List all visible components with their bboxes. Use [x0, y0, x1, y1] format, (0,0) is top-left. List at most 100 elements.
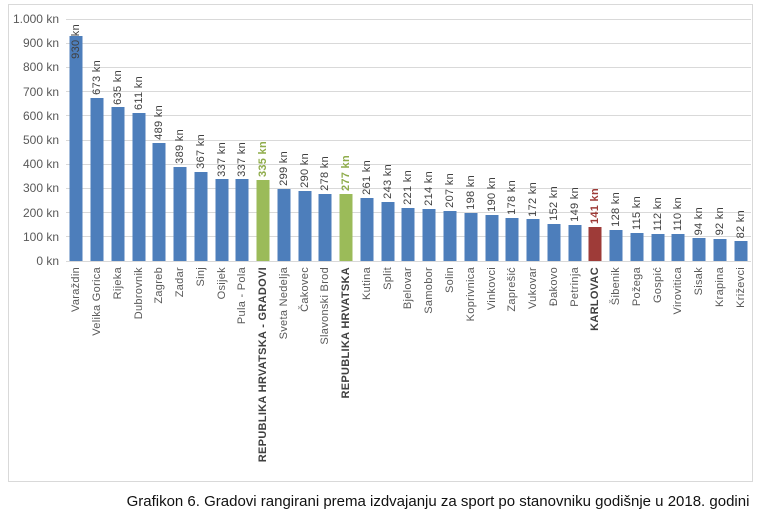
category-label: Čakovec: [298, 267, 311, 312]
bar-kutina: [360, 197, 374, 261]
y-axis-tick-label: 0 kn: [36, 254, 59, 268]
bar-krapina: [713, 238, 727, 261]
bar-slot: 172 kn: [523, 19, 544, 261]
category-slot: Solin: [440, 263, 461, 479]
bar-slot: 94 kn: [689, 19, 710, 261]
category-slot: REPUBLIKA HRVATSKA: [336, 263, 357, 479]
bar-rijeka: [111, 107, 125, 261]
bar-slot: 335 kn: [253, 19, 274, 261]
bar-value-label: 128 kn: [610, 192, 623, 228]
bar-slot: 141 kn: [585, 19, 606, 261]
category-slot: Zagreb: [149, 263, 170, 479]
bar-value-label: 389 kn: [174, 129, 187, 164]
category-label: Sinj: [194, 267, 207, 287]
bar-slot: 190 kn: [481, 19, 502, 261]
gridline: [66, 187, 751, 189]
bar-slot: 611 kn: [128, 19, 149, 261]
bar-vukovar: [526, 219, 540, 261]
bar-slot: 337 kn: [211, 19, 232, 261]
category-slot: Čakovec: [294, 263, 315, 479]
category-slot: Varaždin: [66, 263, 87, 479]
category-label: Rijeka: [111, 267, 124, 300]
bar-value-label: 110 kn: [672, 197, 685, 232]
bar-value-label: 214 kn: [423, 171, 436, 207]
bar-value-label: 243 kn: [381, 164, 394, 200]
gridline: [66, 18, 751, 20]
bar-dubrovnik: [132, 113, 146, 261]
bar-slot: 110 kn: [668, 19, 689, 261]
bar--ibenik: [609, 230, 623, 261]
gridline: [66, 66, 751, 68]
bar-split: [381, 202, 395, 261]
bar-gospi-: [651, 233, 665, 261]
bar-value-label: 277 kn: [340, 154, 353, 191]
bar-value-label: 190 kn: [485, 177, 498, 213]
category-axis: Varaždin Velika Gorica Rijeka Dubrovnik Zagr…: [66, 263, 751, 479]
bar-pula-pola: [235, 179, 249, 261]
gridline: [66, 163, 751, 165]
category-label: Đakovo: [547, 267, 560, 307]
category-label: Zaprešić: [506, 267, 519, 312]
bar--akovec: [298, 190, 312, 261]
bar-slavonski-brod: [318, 193, 332, 261]
gridline: [66, 91, 751, 93]
category-label: Zadar: [174, 267, 187, 298]
y-axis-tick-label: 800 kn: [22, 60, 59, 75]
bar-slot: 243 kn: [377, 19, 398, 261]
category-slot: Dubrovnik: [128, 263, 149, 479]
category-label: Slavonski Brod: [319, 267, 332, 345]
bar-value-label: 335 kn: [257, 140, 270, 177]
bar-value-label: 92 kn: [713, 207, 726, 236]
category-slot: Rijeka: [108, 263, 129, 479]
category-label: Sveta Nedelja: [277, 267, 290, 340]
bar--akovo: [547, 224, 561, 261]
category-slot: Petrinja: [564, 263, 585, 479]
bar-slot: 149 kn: [564, 19, 585, 261]
chart-frame: 1.000 kn 900 kn 800 kn 700 kn 600 kn 500 kn 40…: [8, 4, 753, 482]
bar-zagreb: [152, 142, 166, 261]
category-slot: Sinj: [191, 263, 212, 479]
bar-petrinja: [568, 224, 582, 261]
category-label: Dubrovnik: [132, 267, 145, 320]
category-slot: Osijek: [211, 263, 232, 479]
gridline: [66, 115, 751, 117]
bar-republika-hrvatska-gradovi: [256, 179, 270, 261]
gridline: [66, 139, 751, 141]
bar-value-label: 149 kn: [568, 187, 581, 222]
gridline: [66, 42, 751, 44]
category-label: Zagreb: [153, 267, 166, 304]
plot-area: 930 kn 673 kn 635 kn 611 kn 489 kn 389 kn 367 …: [66, 18, 751, 262]
category-label: REPUBLIKA HRVATSKA - GRADOVI: [257, 267, 270, 463]
bar-value-label: 141 kn: [589, 187, 602, 224]
bar-slot: 277 kn: [336, 19, 357, 261]
bar-slot: 82 kn: [730, 19, 751, 261]
bar-slot: 128 kn: [606, 19, 627, 261]
category-label: Vinkovci: [485, 267, 498, 311]
category-label: Pula - Pola: [236, 267, 249, 325]
bar-republika-hrvatska: [339, 193, 353, 261]
bar-slot: 92 kn: [709, 19, 730, 261]
bar-value-label: 172 kn: [527, 181, 540, 217]
bar-slot: 207 kn: [440, 19, 461, 261]
bar-slot: 489 kn: [149, 19, 170, 261]
bar-slot: 112 kn: [647, 19, 668, 261]
bar-vara-din: [69, 35, 83, 261]
bar-kri-evci: [734, 241, 748, 261]
bar-slot: 930 kn: [66, 19, 87, 261]
category-label: Samobor: [423, 267, 436, 314]
bar-value-label: 611 kn: [132, 76, 145, 111]
bar-slot: 115 kn: [626, 19, 647, 261]
bar-slot: 367 kn: [191, 19, 212, 261]
bar-value-label: 930 kn: [70, 24, 83, 59]
bar-slot: 635 kn: [108, 19, 129, 261]
category-label: Split: [381, 267, 394, 290]
category-slot: Bjelovar: [398, 263, 419, 479]
bar-karlovac: [588, 226, 602, 261]
bar-virovitica: [671, 234, 685, 261]
category-label: Koprivnica: [464, 267, 477, 322]
bar-koprivnica: [464, 213, 478, 261]
bar-po-ega: [630, 233, 644, 261]
bar-value-label: 299 kn: [277, 150, 290, 186]
category-label: REPUBLIKA HRVATSKA: [340, 267, 353, 399]
bar-value-label: 278 kn: [319, 155, 332, 191]
